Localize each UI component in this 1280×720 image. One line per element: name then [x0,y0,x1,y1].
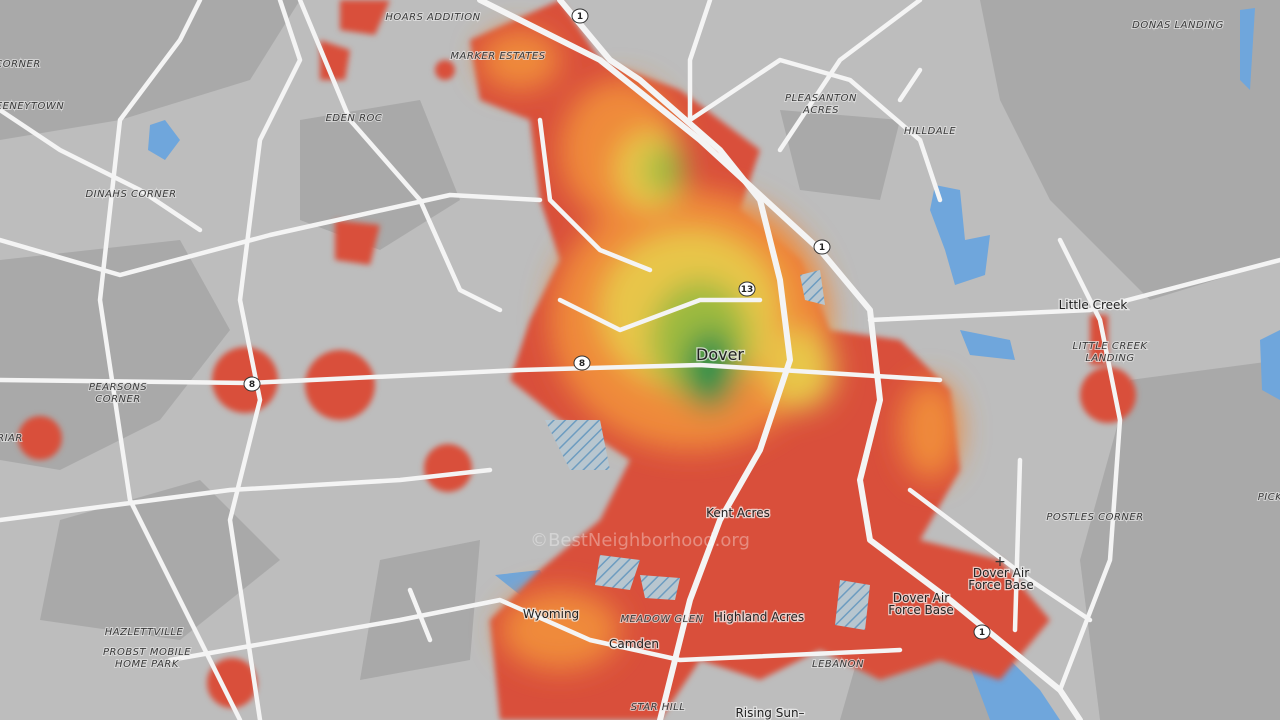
place-label: CORNER [95,394,141,405]
place-label: PROBST MOBILE [103,647,191,658]
heat-high [480,30,960,670]
town-label: Dover [696,345,744,364]
place-label: MARKER ESTATES [450,51,545,62]
labels: HOARS ADDITION MARKER ESTATES CORNER EENEYT… [0,8,1280,720]
place-label: LITTLE CREEK [1073,341,1149,352]
place-label: HOME PARK [115,659,180,670]
route-number: 1 [819,243,825,253]
place-label: LANDING [1085,353,1134,364]
town-label: Dover Air [973,566,1029,580]
route-shield [573,355,591,371]
town-label: Highland Acres [714,610,804,624]
town-label: Little Creek [1059,298,1128,312]
place-label: LEBANON [812,659,864,670]
town-label: Force Base [888,603,954,617]
place-label: DONAS LANDING [1132,20,1224,31]
place-label: HILLDALE [904,126,956,137]
place-label: POSTLES CORNER [1046,512,1143,523]
hatched-areas [545,270,870,630]
place-label: PICK [1258,492,1280,503]
place-label: ACRES [802,105,839,116]
town-label: Wyoming [523,607,579,621]
route-shield [571,8,589,24]
place-label: STAR HILL [631,702,686,713]
route-shield [243,376,261,392]
route-shield [973,624,991,640]
town-label: Dover Air [893,591,949,605]
route-number: 1 [979,628,985,638]
place-label: EDEN ROC [326,113,383,124]
place-label: CORNER [0,59,41,70]
town-label: Kent Acres [706,506,770,520]
airport-icon: + [994,554,1006,570]
town-label: Camden [609,637,659,651]
place-label: HOARS ADDITION [385,12,480,23]
route-number: 8 [249,380,255,390]
town-label: Rising Sun– [735,706,804,720]
route-number: 13 [741,285,754,295]
route-shield [813,239,831,255]
watermark: ©BestNeighborhood.org [530,530,750,551]
place-label: PEARSONS [89,382,147,393]
route-number: 1 [577,12,583,22]
place-label: MEADOW GLEN [620,614,703,625]
route-shield [738,281,756,297]
place-label: HAZLETTVILLE [105,627,184,638]
route-number: 8 [579,359,585,369]
place-label: PLEASANTON [785,93,857,104]
town-label: Force Base [968,578,1034,592]
place-label: EENEYTOWN [0,101,64,112]
place-label: DINAHS CORNER [85,189,176,200]
